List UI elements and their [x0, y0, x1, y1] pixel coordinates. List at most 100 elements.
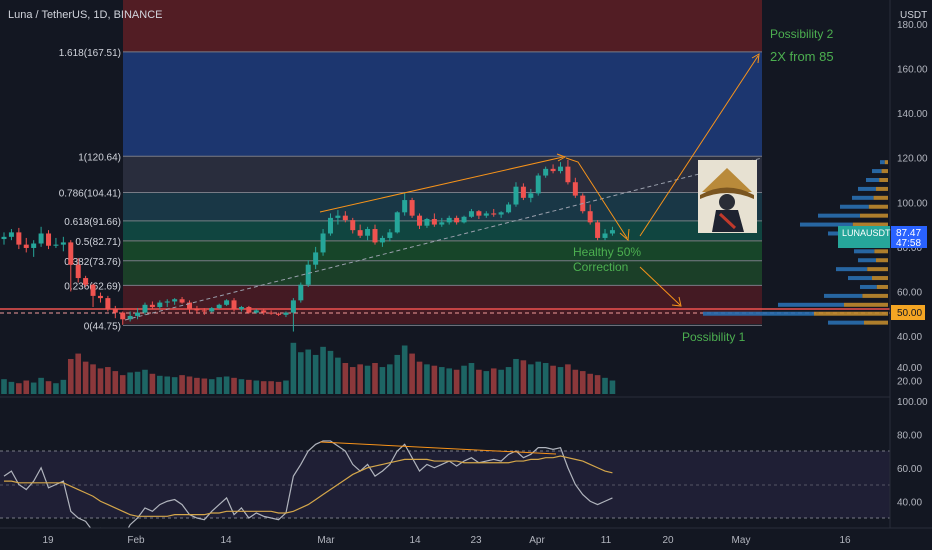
candle-body — [179, 299, 185, 303]
time-axis — [0, 528, 932, 550]
rsi-tick-label: 100.00 — [897, 397, 928, 408]
volume-bar — [231, 377, 237, 394]
fib-level-label: 0.786(104.41) — [59, 188, 121, 199]
arrow-possibility-1 — [639, 266, 681, 306]
volume-bar — [401, 345, 408, 394]
candle-body — [602, 233, 608, 238]
candle-body — [313, 252, 319, 265]
candle-body — [268, 312, 274, 314]
avatar-image — [698, 160, 757, 233]
volume-bar — [364, 365, 371, 394]
fib-lines — [123, 51, 762, 326]
candle-body — [209, 308, 215, 312]
volume-bar — [186, 376, 193, 394]
volume-bar — [476, 369, 482, 394]
candle-body — [97, 295, 103, 299]
candle-body — [461, 216, 467, 223]
candle-body — [157, 302, 163, 308]
candle-body — [565, 166, 571, 183]
volume-profile-bar — [800, 222, 853, 227]
volume-profile-bar — [876, 284, 888, 289]
volume-bar — [557, 367, 564, 394]
arrowhead-possibility-2 — [751, 53, 760, 64]
candle-body — [387, 232, 393, 238]
volume-profile-bar — [840, 204, 869, 209]
volume-profile-bar — [858, 186, 876, 191]
x-tick-label: Apr — [529, 535, 545, 546]
trendline-lower-dashed — [124, 157, 763, 321]
volume-bar — [268, 381, 274, 394]
volume-bar — [23, 380, 30, 394]
fib-labels: 1.618(167.51) 1(120.64) 0.786(104.41) 0.618… — [59, 48, 121, 333]
volume-bar — [305, 349, 312, 394]
y-tick-label: 160.00 — [897, 65, 928, 76]
candle-body — [1, 236, 7, 240]
candle-body — [276, 313, 282, 315]
volume-bar — [283, 380, 289, 394]
volume-profile-bar — [876, 258, 888, 263]
y-tick-label: 100.00 — [897, 198, 928, 209]
volume-bar — [342, 363, 349, 394]
volume-bar — [157, 375, 163, 394]
candle-body — [417, 215, 423, 226]
volume-bar — [349, 367, 356, 394]
candle-body — [320, 233, 326, 253]
fib-zone-0382-0236 — [123, 261, 762, 285]
volume-bar — [335, 357, 341, 394]
y-axis-labels: 40.00 60.00 80.00 100.00 120.00 140.00 160.00 1… — [897, 20, 928, 343]
volume-profile-bar — [818, 213, 860, 218]
candle-body — [53, 244, 59, 246]
candle-body — [409, 200, 415, 216]
rsi-ma-line — [4, 455, 613, 517]
x-tick-label: May — [732, 535, 751, 546]
candle-body — [595, 222, 601, 238]
volume-bar — [572, 369, 579, 394]
volume-bar — [483, 371, 490, 394]
annotation-2x-from-85: 2X from 85 — [770, 49, 834, 64]
rsi-tick-label: 80.00 — [897, 430, 922, 441]
candle-body — [16, 232, 22, 245]
volume-bar — [505, 367, 512, 394]
chart-title[interactable]: Luna / TetherUS, 1D, BINANCE — [8, 9, 162, 21]
volume-bar — [1, 379, 7, 394]
candle-body — [60, 242, 66, 245]
volume-profile-bar — [866, 178, 880, 182]
volume-bar — [298, 352, 304, 394]
volume-profile-bar — [884, 160, 888, 165]
volume-bar — [253, 380, 260, 394]
candle-body — [350, 220, 356, 231]
candle-body — [550, 168, 556, 172]
candle-body — [498, 212, 504, 215]
volume-profile-bar — [879, 178, 888, 182]
x-tick-label: Feb — [127, 535, 145, 546]
currency-label: USDT — [900, 10, 927, 21]
arrowhead-possibility-1 — [671, 296, 682, 307]
volume-bar — [112, 371, 119, 394]
candle-body — [491, 213, 497, 215]
candle-body — [298, 284, 304, 301]
volume-bar — [550, 365, 556, 394]
volume-bar — [535, 361, 542, 394]
y-tick-label: 140.00 — [897, 109, 928, 120]
fib-level-label: 0.382(73.76) — [64, 257, 121, 268]
candle-body — [587, 211, 593, 223]
candle-body — [261, 310, 267, 313]
candle-body — [187, 302, 192, 310]
candle-body — [439, 222, 445, 225]
volume-profile-bar — [880, 160, 885, 165]
volume-profile-bar — [881, 169, 888, 174]
candle-body — [238, 307, 244, 310]
rsi-divergence-line — [319, 441, 557, 455]
candle-body — [535, 175, 541, 194]
volume-bar — [105, 367, 111, 394]
volume-bar — [490, 368, 497, 394]
volume-bar — [372, 363, 378, 394]
fib-level-label: 1.618(167.51) — [59, 48, 121, 59]
volume-bar — [587, 373, 593, 394]
volume-profile-bar — [778, 302, 844, 307]
volume-bar — [528, 364, 534, 394]
volume-bar — [357, 364, 363, 394]
volume-bar — [424, 364, 430, 394]
last-price-countdown: 47:58 — [896, 238, 921, 249]
arrowhead-down — [619, 228, 630, 242]
